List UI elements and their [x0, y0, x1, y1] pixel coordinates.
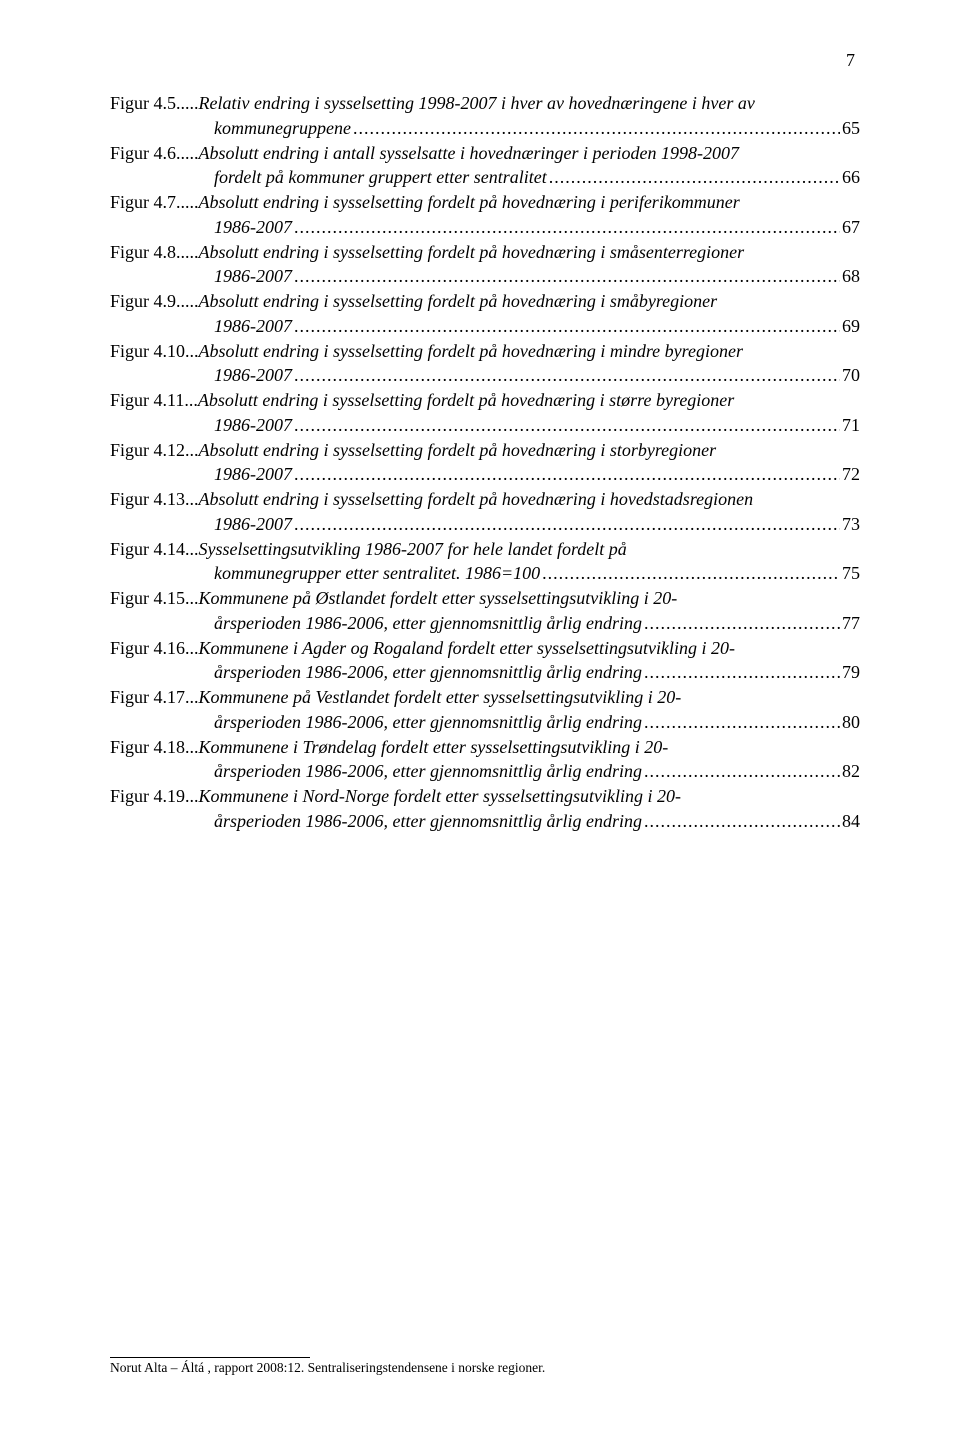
- toc-entry-text: årsperioden 1986-2006, etter gjennomsnit…: [214, 612, 840, 636]
- toc-entry-text: Relativ endring i sysselsetting 1998-200…: [199, 92, 755, 116]
- toc-entry-continuation: 1986-200769: [110, 315, 860, 339]
- toc-entry-page: 67: [840, 216, 860, 240]
- toc-entry: Figur 4.5.....Relativ endring i sysselse…: [110, 92, 860, 116]
- toc-entry-text: årsperioden 1986-2006, etter gjennomsnit…: [214, 661, 840, 685]
- toc-entry-page: 75: [840, 562, 860, 586]
- toc-entry: Figur 4.14...Sysselsettingsutvikling 198…: [110, 538, 860, 562]
- toc-entry-text: Absolutt endring i sysselsetting fordelt…: [199, 439, 717, 463]
- toc-entry-text: Absolutt endring i sysselsetting fordelt…: [198, 389, 734, 413]
- toc-entry-continuation: 1986-200772: [110, 463, 860, 487]
- toc-entry-page: 72: [840, 463, 860, 487]
- toc-entry-page: 79: [840, 661, 860, 685]
- toc-entry-page: 65: [840, 117, 860, 141]
- toc-entry-page: 66: [840, 166, 860, 190]
- toc-entry-text: Kommunene på Østlandet fordelt etter sys…: [199, 587, 678, 611]
- toc-entry-text: kommunegrupper etter sentralitet. 1986=1…: [214, 562, 840, 586]
- toc-entry: Figur 4.10...Absolutt endring i sysselse…: [110, 340, 860, 364]
- toc-entry-page: 84: [840, 810, 860, 834]
- toc-entry-page: 80: [840, 711, 860, 735]
- toc-entry-page: 73: [840, 513, 860, 537]
- toc-entry-label: Figur 4.5.....: [110, 92, 199, 116]
- toc-entry: Figur 4.16...Kommunene i Agder og Rogala…: [110, 637, 860, 661]
- toc-entry-text: Absolutt endring i antall sysselsatte i …: [199, 142, 739, 166]
- toc-entry: Figur 4.9.....Absolutt endring i syssels…: [110, 290, 860, 314]
- toc-entry: Figur 4.18...Kommunene i Trøndelag forde…: [110, 736, 860, 760]
- toc-entry-text: Kommunene på Vestlandet fordelt etter sy…: [199, 686, 682, 710]
- toc-entry: Figur 4.15...Kommunene på Østlandet ford…: [110, 587, 860, 611]
- toc-entry-text: årsperioden 1986-2006, etter gjennomsnit…: [214, 760, 840, 784]
- toc-entry-continuation: årsperioden 1986-2006, etter gjennomsnit…: [110, 612, 860, 636]
- toc-entry-continuation: kommunegrupper etter sentralitet. 1986=1…: [110, 562, 860, 586]
- toc-entry-text: årsperioden 1986-2006, etter gjennomsnit…: [214, 711, 840, 735]
- toc-entry-text: Kommunene i Agder og Rogaland fordelt et…: [199, 637, 735, 661]
- toc-entry-label: Figur 4.11...: [110, 389, 198, 413]
- toc-entry-text: 1986-2007: [214, 414, 840, 438]
- page-number: 7: [846, 50, 855, 71]
- toc-entry-label: Figur 4.6.....: [110, 142, 199, 166]
- toc-entry-text: Absolutt endring i sysselsetting fordelt…: [199, 191, 740, 215]
- toc-entry-text: 1986-2007: [214, 216, 840, 240]
- toc-entry-continuation: 1986-200771: [110, 414, 860, 438]
- toc-entry-page: 82: [840, 760, 860, 784]
- toc-entry-label: Figur 4.10...: [110, 340, 199, 364]
- toc-entry-text: 1986-2007: [214, 513, 840, 537]
- toc-entry: Figur 4.7.....Absolutt endring i syssels…: [110, 191, 860, 215]
- toc-entry-text: fordelt på kommuner gruppert etter sentr…: [214, 166, 840, 190]
- toc-entry-text: Sysselsettingsutvikling 1986-2007 for he…: [199, 538, 627, 562]
- toc-entry-continuation: årsperioden 1986-2006, etter gjennomsnit…: [110, 760, 860, 784]
- toc-entry-continuation: fordelt på kommuner gruppert etter sentr…: [110, 166, 860, 190]
- toc-entry: Figur 4.19...Kommunene i Nord-Norge ford…: [110, 785, 860, 809]
- toc-entry-text: 1986-2007: [214, 463, 840, 487]
- toc-entry-continuation: årsperioden 1986-2006, etter gjennomsnit…: [110, 711, 860, 735]
- toc-entry-text: årsperioden 1986-2006, etter gjennomsnit…: [214, 810, 840, 834]
- toc-entry-text: 1986-2007: [214, 265, 840, 289]
- toc-entry-page: 70: [840, 364, 860, 388]
- toc-entry-continuation: årsperioden 1986-2006, etter gjennomsnit…: [110, 810, 860, 834]
- toc-content: Figur 4.5.....Relativ endring i sysselse…: [110, 92, 860, 834]
- toc-entry-text: Absolutt endring i sysselsetting fordelt…: [199, 241, 745, 265]
- toc-entry-text: 1986-2007: [214, 364, 840, 388]
- toc-entry-label: Figur 4.18...: [110, 736, 199, 760]
- toc-entry-continuation: 1986-200773: [110, 513, 860, 537]
- toc-entry-page: 71: [840, 414, 860, 438]
- toc-entry-text: Kommunene i Nord-Norge fordelt etter sys…: [199, 785, 681, 809]
- toc-entry-continuation: 1986-200767: [110, 216, 860, 240]
- toc-entry-page: 68: [840, 265, 860, 289]
- toc-entry-label: Figur 4.14...: [110, 538, 199, 562]
- toc-entry: Figur 4.17...Kommunene på Vestlandet for…: [110, 686, 860, 710]
- toc-entry: Figur 4.8.....Absolutt endring i syssels…: [110, 241, 860, 265]
- toc-entry-label: Figur 4.7.....: [110, 191, 199, 215]
- toc-entry-label: Figur 4.12...: [110, 439, 199, 463]
- toc-entry-text: Kommunene i Trøndelag fordelt etter syss…: [199, 736, 669, 760]
- toc-entry-continuation: kommunegruppene65: [110, 117, 860, 141]
- footer: Norut Alta – Áltá , rapport 2008:12. Sen…: [110, 1357, 310, 1376]
- document-page: 7 Figur 4.5.....Relativ endring i syssel…: [0, 0, 960, 1448]
- toc-entry-label: Figur 4.17...: [110, 686, 199, 710]
- toc-entry-label: Figur 4.19...: [110, 785, 199, 809]
- toc-entry-continuation: 1986-200770: [110, 364, 860, 388]
- toc-entry: Figur 4.13...Absolutt endring i sysselse…: [110, 488, 860, 512]
- toc-entry-label: Figur 4.15...: [110, 587, 199, 611]
- toc-entry-continuation: årsperioden 1986-2006, etter gjennomsnit…: [110, 661, 860, 685]
- toc-entry-label: Figur 4.8.....: [110, 241, 199, 265]
- toc-entry: Figur 4.6.....Absolutt endring i antall …: [110, 142, 860, 166]
- toc-entry-page: 77: [840, 612, 860, 636]
- footer-text: Norut Alta – Áltá , rapport 2008:12. Sen…: [110, 1360, 545, 1375]
- toc-entry-label: Figur 4.9.....: [110, 290, 199, 314]
- toc-entry: Figur 4.11...Absolutt endring i sysselse…: [110, 389, 860, 413]
- toc-entry-text: Absolutt endring i sysselsetting fordelt…: [199, 488, 754, 512]
- toc-entry-text: Absolutt endring i sysselsetting fordelt…: [199, 340, 743, 364]
- toc-entry-text: 1986-2007: [214, 315, 840, 339]
- toc-entry: Figur 4.12...Absolutt endring i sysselse…: [110, 439, 860, 463]
- toc-entry-label: Figur 4.13...: [110, 488, 199, 512]
- toc-entry-label: Figur 4.16...: [110, 637, 199, 661]
- toc-entry-text: kommunegruppene: [214, 117, 840, 141]
- toc-entry-continuation: 1986-200768: [110, 265, 860, 289]
- toc-entry-text: Absolutt endring i sysselsetting fordelt…: [199, 290, 718, 314]
- toc-entry-page: 69: [840, 315, 860, 339]
